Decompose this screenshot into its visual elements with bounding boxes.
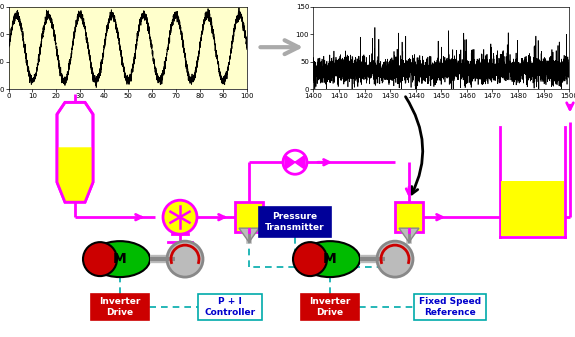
Ellipse shape (90, 241, 150, 277)
Bar (395, 202, 423, 232)
Circle shape (293, 242, 327, 276)
Bar (301, 294, 359, 320)
Polygon shape (399, 228, 419, 242)
Bar (198, 294, 262, 320)
Bar (91, 294, 149, 320)
Circle shape (167, 241, 203, 277)
Bar (235, 202, 263, 232)
Text: Fixed Speed
Reference: Fixed Speed Reference (419, 297, 481, 317)
Text: Pressure
Transmitter: Pressure Transmitter (265, 212, 325, 232)
Bar (414, 294, 486, 320)
Text: Inverter
Drive: Inverter Drive (309, 297, 351, 317)
Text: P + I
Controller: P + I Controller (205, 297, 255, 317)
Circle shape (377, 241, 413, 277)
Circle shape (83, 242, 117, 276)
Polygon shape (285, 155, 305, 169)
Text: M: M (113, 252, 127, 266)
Circle shape (163, 200, 197, 234)
Ellipse shape (300, 241, 360, 277)
Polygon shape (58, 147, 92, 201)
Bar (501, 181, 564, 236)
Bar (259, 207, 331, 237)
Polygon shape (239, 228, 259, 242)
Text: M: M (323, 252, 337, 266)
Text: Inverter
Drive: Inverter Drive (99, 297, 141, 317)
Polygon shape (57, 102, 93, 202)
